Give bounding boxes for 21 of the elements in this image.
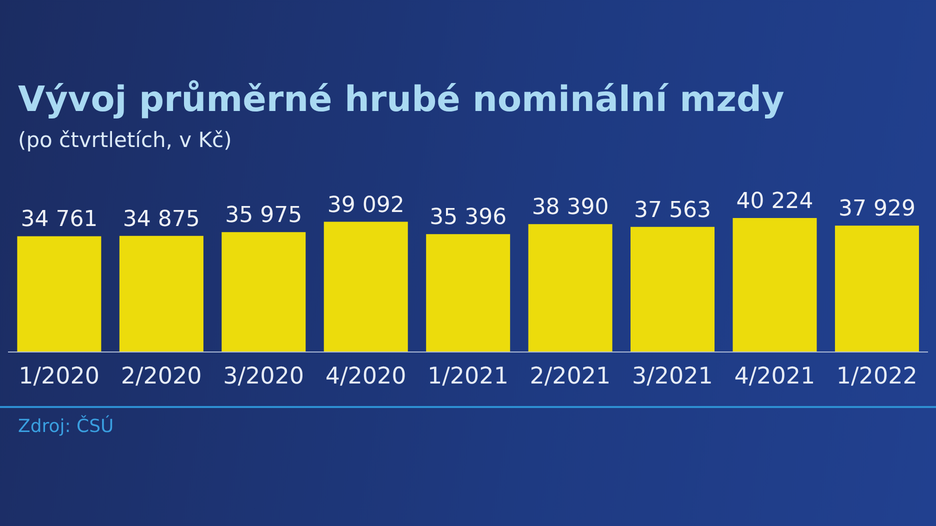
- x-tick-label: 4/2021: [734, 363, 816, 390]
- text: Zdroj: ČSÚ: [18, 416, 114, 437]
- x-tick-label: 1/2020: [18, 363, 100, 390]
- data-label: 34 875: [122, 206, 200, 232]
- x-tick-label: 3/2021: [632, 363, 713, 390]
- chart-subtitle: (po čtvrtletích, v Kč): [18, 128, 232, 152]
- data-label: 37 563: [634, 198, 712, 223]
- chart-title: Vývoj průměrné hrubé nominální mzdy: [18, 80, 784, 120]
- x-tick-label: 2/2021: [530, 363, 611, 390]
- x-tick-label: 1/2021: [428, 363, 508, 390]
- x-tick-label: 1/2022: [836, 363, 918, 390]
- data-label: 34 761: [20, 207, 98, 232]
- data-label: 38 390: [532, 195, 609, 220]
- data-label: 40 224: [736, 189, 814, 214]
- x-tick-label: 3/2020: [223, 363, 304, 390]
- data-label: 39 092: [327, 192, 404, 218]
- x-tick-label: 4/2020: [325, 363, 406, 390]
- x-tick-label: 2/2020: [120, 363, 202, 390]
- data-label: 35 975: [225, 203, 302, 228]
- data-label: 37 929: [838, 196, 916, 222]
- data-label: 35 396: [430, 205, 507, 230]
